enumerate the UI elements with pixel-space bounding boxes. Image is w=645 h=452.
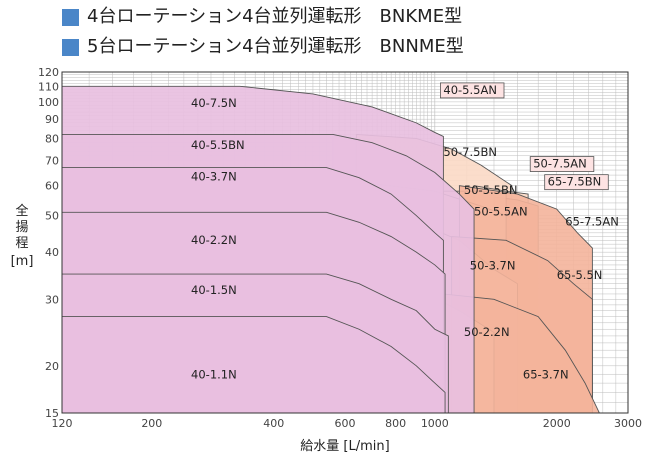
y-tick-label: 100 (38, 96, 59, 109)
y-axis-label: 全揚程 [m] (11, 203, 34, 269)
area-40-1.1N (61, 316, 446, 414)
x-tick-label: 2000 (543, 417, 571, 430)
y-axis-label-char: 揚 (15, 219, 28, 235)
label-box-40-5.5AN (440, 82, 505, 99)
label-65-7.5AN: 65-7.5AN (565, 215, 619, 229)
label-65-5.5N: 65-5.5N (557, 268, 603, 282)
y-tick-label: 50 (45, 210, 59, 223)
label-50-3.7N: 50-3.7N (470, 258, 516, 272)
y-tick-label: 60 (45, 180, 59, 193)
x-tick-label: 3000 (614, 417, 642, 430)
label-40-1.5N: 40-1.5N (191, 283, 237, 297)
y-tick-label: 15 (45, 407, 59, 420)
x-tick-label: 120 (52, 417, 73, 430)
label-65-7.5BN: 65-7.5BN (548, 175, 602, 189)
y-tick-label: 30 (45, 293, 59, 306)
legend-item-bnkme: 4台ローテーション4台並列運転形 BNKME型 (62, 7, 462, 27)
label-65-3.7N: 65-3.7N (523, 368, 569, 382)
x-tick-label: 400 (263, 417, 284, 430)
x-axis-label: 給水量 [L/min] (300, 439, 389, 452)
label-50-2.2N: 50-2.2N (464, 325, 510, 339)
label-40-5.5BN: 40-5.5BN (191, 138, 245, 152)
y-tick-label: 70 (45, 154, 59, 167)
y-tick-label: 40 (45, 246, 59, 259)
y-axis-label-char: 全 (15, 203, 28, 219)
y-tick-label: 90 (45, 113, 59, 126)
label-50-7.5AN: 50-7.5AN (533, 157, 587, 171)
plot-frame (61, 71, 629, 414)
label-40-3.7N: 40-3.7N (191, 169, 237, 183)
legend-label-bnnme: 5台ローテーション4台並列運転形 BNNME型 (87, 36, 464, 57)
label-50-5.5BN: 50-5.5BN (464, 183, 518, 197)
y-axis-label-unit: [m] (11, 254, 34, 269)
label-40-7.5N: 40-7.5N (191, 96, 237, 110)
label-40-2.2N: 40-2.2N (191, 233, 237, 247)
series-areas (61, 85, 601, 414)
y-tick-label: 120 (38, 66, 59, 79)
label-box-65-7.5BN (544, 174, 609, 191)
label-40-1.1N: 40-1.1N (191, 368, 237, 382)
y-tick-label: 80 (45, 132, 59, 145)
x-tick-label: 200 (141, 417, 162, 430)
y-tick-label: 20 (45, 360, 59, 373)
legend-swatch-bnkme (62, 8, 79, 26)
label-50-7.5BN: 50-7.5BN (443, 145, 497, 159)
y-axis-label-char: 程 (15, 236, 28, 251)
legend-swatch-bnnme (62, 38, 79, 56)
label-50-5.5AN: 50-5.5AN (474, 205, 528, 219)
legend-item-bnnme: 5台ローテーション4台並列運転形 BNNME型 (62, 37, 464, 57)
y-tick-label: 110 (38, 80, 59, 93)
label-box-50-7.5AN (529, 156, 595, 172)
legend-label-bnkme: 4台ローテーション4台並列運転形 BNKME型 (87, 6, 463, 27)
x-tick-label: 600 (335, 417, 356, 430)
x-tick-label: 1000 (421, 417, 449, 430)
x-axis-ticks: 120 200 400 600 800 1000 2000 3000 (52, 417, 643, 430)
x-tick-label: 800 (385, 417, 406, 430)
label-40-5.5AN: 40-5.5AN (443, 83, 497, 97)
series-labels: 40-7.5N 40-5.5BN 40-3.7N 40-2.2N 40-1.5N 40-1… (191, 82, 619, 382)
